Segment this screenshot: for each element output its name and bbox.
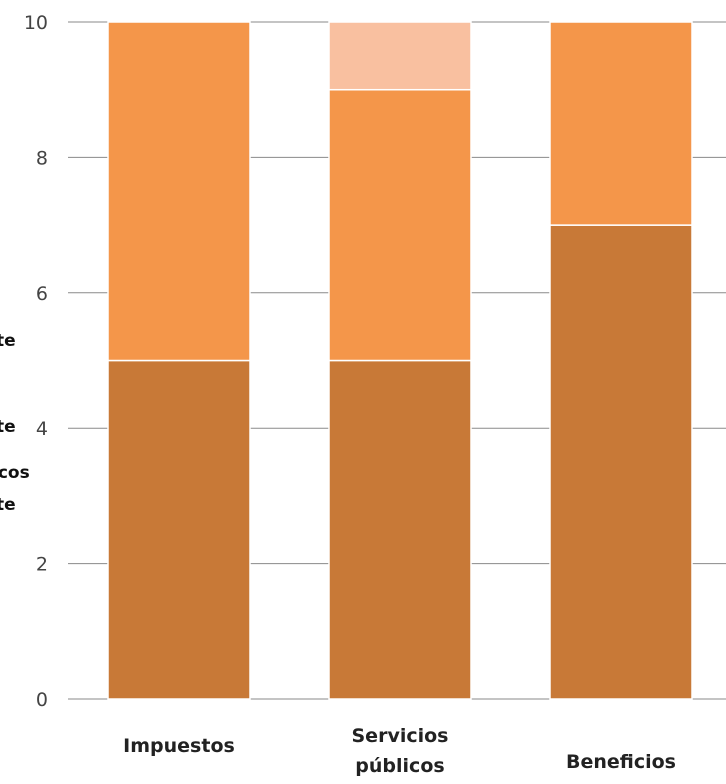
x-category-label: Beneficios [566,751,676,773]
y-tick-label: 0 [36,689,48,711]
bar-segment [328,359,472,700]
legend-label-fragment: icos [0,463,30,483]
bar-segment [328,88,472,362]
bar-segment [549,21,693,226]
y-axis-ticks: 0 2 4 6 8 10 [24,12,48,711]
bar-segment [107,21,251,362]
x-axis-labels: Impuestos Servicios públicos Beneficios [123,725,676,777]
bar-segment [328,21,472,91]
y-tick-label: 4 [36,418,48,440]
y-tick-label: 6 [36,283,48,305]
bars [107,21,693,700]
bar-segment [549,224,693,700]
y-tick-label: 10 [24,12,48,34]
legend-label-fragment: te [0,417,16,437]
y-tick-label: 8 [36,147,48,169]
legend-label-fragment: te [0,495,16,515]
bar-segment [107,359,251,700]
legend-label-fragment: te [0,331,16,351]
x-category-label: Servicios públicos [352,725,449,777]
y-tick-label: 2 [36,554,48,576]
legend-fragments: te te icos te [0,331,30,515]
x-category-label: Impuestos [123,735,235,757]
